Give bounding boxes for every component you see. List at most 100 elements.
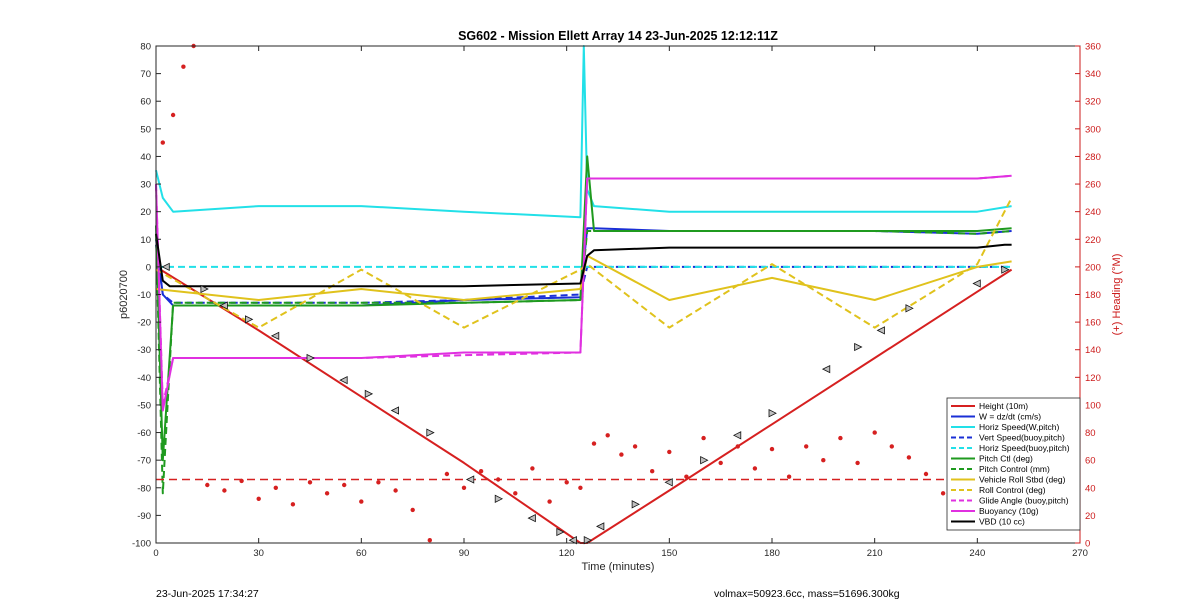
legend-label: Horiz Speed(buoy,pitch) [979, 443, 1070, 453]
y-tick-label: 40 [140, 152, 151, 163]
heading-point [461, 485, 467, 490]
direction-marker [732, 431, 742, 440]
legend-label: Roll Control (deg) [979, 485, 1046, 495]
direction-marker [426, 428, 435, 437]
legend-label: Buoyancy (10g) [979, 506, 1039, 516]
heading-point [605, 433, 610, 438]
direction-marker [596, 522, 605, 531]
heading-point [410, 507, 415, 513]
y2-tick-label: 120 [1085, 373, 1101, 384]
y-tick-label: 30 [140, 180, 151, 191]
y2-tick-label: 60 [1085, 456, 1096, 467]
direction-marker [768, 409, 777, 418]
y-tick-label: -90 [137, 511, 151, 522]
legend-label: Glide Angle (buoy,pitch) [979, 496, 1069, 506]
y2-tick-label: 360 [1085, 42, 1101, 53]
y-tick-label: -20 [137, 318, 151, 329]
heading-point [821, 458, 826, 463]
chart-title: SG602 - Mission Ellett Array 14 23-Jun-2… [458, 29, 778, 43]
direction-marker [664, 478, 673, 487]
y2-tick-label: 40 [1085, 483, 1096, 494]
y-tick-label: -70 [137, 456, 151, 467]
legend-label: Vert Speed(buoy,pitch) [979, 433, 1065, 443]
series-line-11 [155, 233, 1012, 288]
y2-tick-label: 320 [1085, 97, 1101, 108]
x-axis-label: Time (minutes) [582, 561, 655, 573]
direction-marker [1001, 265, 1010, 274]
heading-point [239, 478, 244, 484]
heading-point [718, 460, 723, 466]
heading-point [181, 64, 186, 69]
x-tick-label: 150 [661, 548, 677, 559]
series-line-10 [155, 174, 1012, 412]
direction-marker [568, 536, 577, 545]
heading-point [205, 482, 210, 488]
y2-tick-label: 280 [1085, 152, 1101, 163]
plot-area [156, 46, 1080, 543]
y2-tick-label: 340 [1085, 69, 1101, 80]
y-axis-left: 80 70 60 50 40 30 20 10 0 -10 -20 -30 -40 -50 -60 -70 -8… [132, 42, 161, 550]
direction-marker [200, 284, 209, 294]
legend-label: Pitch Control (mm) [979, 464, 1050, 474]
direction-marker [465, 475, 475, 484]
x-tick-label: 60 [356, 548, 367, 559]
x-tick-label: 180 [764, 548, 780, 559]
y-tick-label: 20 [140, 207, 151, 218]
direction-marker [270, 331, 280, 341]
heading-point [667, 449, 672, 455]
heading-point [342, 482, 347, 488]
heading-point [701, 435, 706, 441]
heading-point [478, 469, 484, 474]
heading-point [923, 471, 929, 477]
heading-point [256, 496, 261, 501]
heading-point [769, 446, 775, 452]
footer-vehicle-params: volmax=50923.6cc, mass=51696.300kg [714, 588, 900, 600]
x-tick-label: 240 [969, 548, 985, 559]
x-tick-label: 120 [559, 548, 575, 559]
direction-marker [244, 315, 254, 324]
y-tick-label: 50 [140, 124, 151, 135]
y2-tick-label: 140 [1085, 345, 1101, 356]
x-tick-label: 0 [153, 548, 158, 559]
x-tick-label: 270 [1072, 548, 1088, 559]
direction-marker [306, 353, 315, 363]
direction-marker [700, 456, 709, 465]
series-line-5 [155, 155, 1012, 462]
heading-point [838, 435, 843, 441]
y-tick-label: -30 [137, 345, 151, 356]
direction-marker [556, 527, 565, 537]
direction-marker [527, 513, 536, 523]
legend-label: Horiz Speed(W,pitch) [979, 422, 1059, 432]
y2-tick-label: 80 [1085, 428, 1096, 439]
heading-point [359, 499, 364, 504]
y2-tick-label: 300 [1085, 124, 1101, 135]
legend: Height (10m)W = dz/dt (cm/s)Horiz Speed(… [946, 397, 1081, 531]
legend-label: Vehicle Roll Stbd (deg) [979, 475, 1066, 485]
heading-point [427, 538, 432, 543]
heading-point [619, 452, 624, 457]
heading-point [889, 444, 894, 449]
series-layer [155, 45, 1013, 544]
direction-marker [905, 304, 914, 313]
direction-markers [161, 262, 1010, 545]
heading-point [578, 485, 583, 490]
y-tick-label: -10 [137, 290, 151, 301]
y2-tick-label: 100 [1085, 400, 1101, 411]
y-tick-label: 80 [140, 42, 151, 53]
heading-point [376, 480, 381, 485]
direction-marker [494, 494, 504, 503]
heading-point [684, 474, 689, 479]
heading-series [156, 43, 1080, 543]
direction-marker [161, 262, 170, 272]
legend-label: Pitch Ctl (deg) [979, 454, 1033, 464]
y-tick-label: 70 [140, 69, 151, 80]
y2-tick-label: 180 [1085, 290, 1101, 301]
y-tick-label: -60 [137, 428, 151, 439]
direction-marker [972, 279, 981, 288]
heading-point [530, 466, 535, 471]
heading-point [290, 502, 296, 507]
y-tick-label: 10 [140, 235, 151, 246]
y-tick-label: -100 [132, 539, 151, 550]
direction-marker [390, 406, 400, 415]
